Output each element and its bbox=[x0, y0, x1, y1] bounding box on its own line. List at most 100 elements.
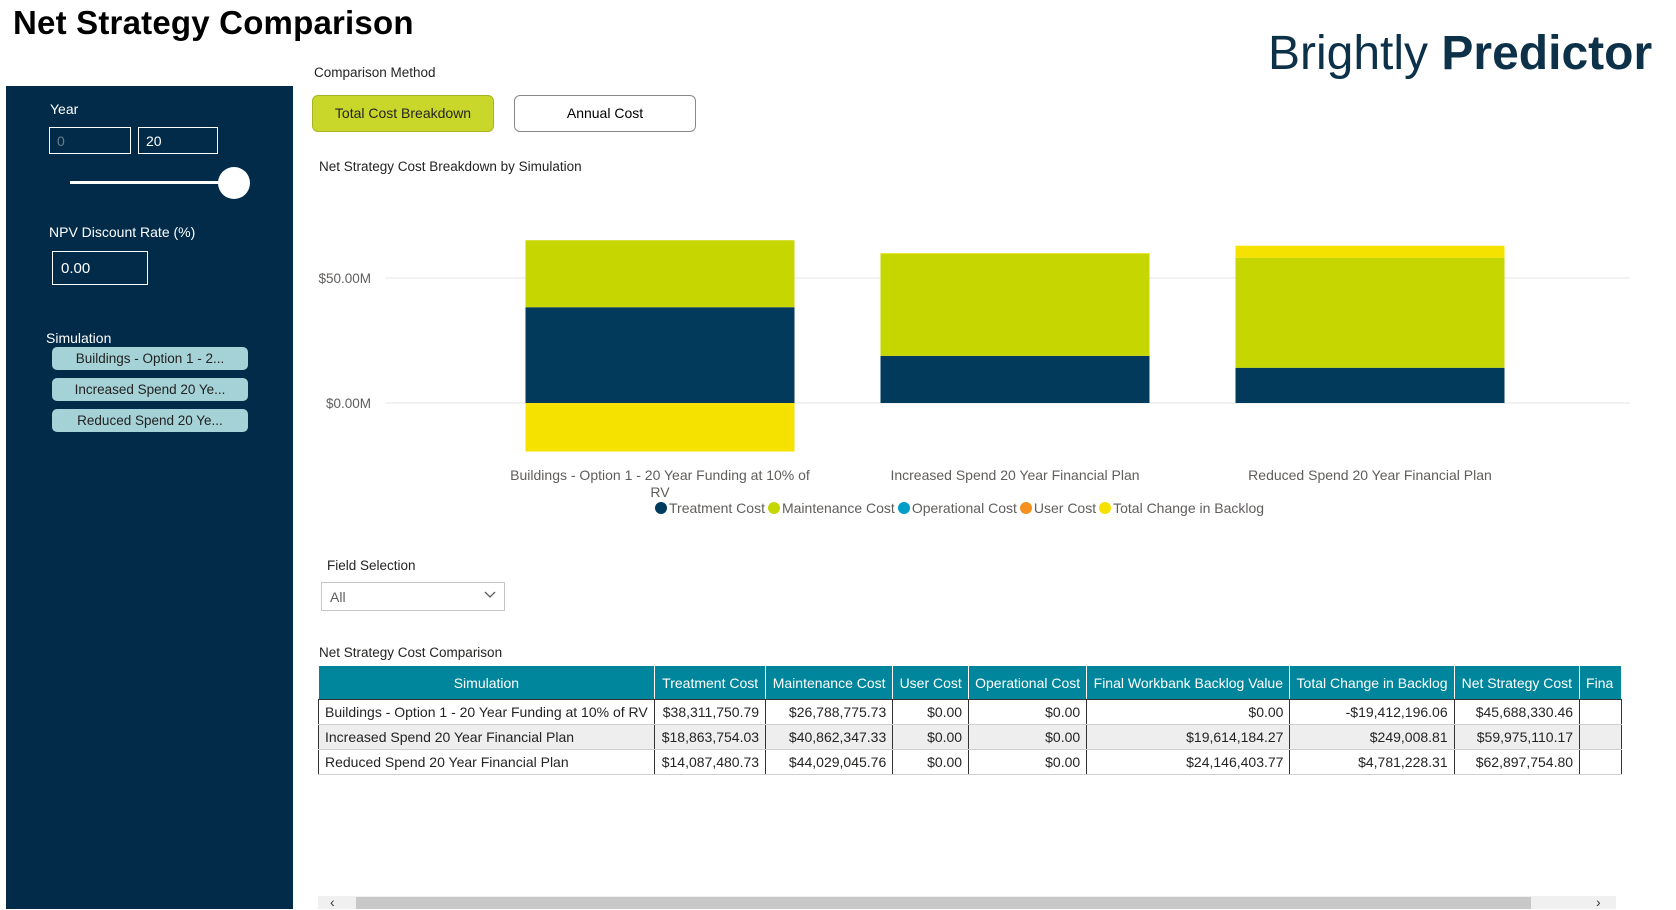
npv-label: NPV Discount Rate (%) bbox=[49, 224, 196, 240]
x-tick-label: Reduced Spend 20 Year Financial Plan bbox=[1248, 467, 1492, 483]
year-min-input[interactable]: 0 bbox=[49, 127, 131, 154]
table-cell: $0.00 bbox=[892, 699, 970, 725]
bar-segment bbox=[1235, 245, 1505, 258]
bar-segment bbox=[880, 253, 1150, 254]
legend-label: Treatment Cost bbox=[669, 500, 765, 516]
table-cell: $62,897,754.80 bbox=[1454, 749, 1581, 775]
npv-discount-input[interactable]: 0.00 bbox=[52, 251, 148, 285]
table-header-cell[interactable]: User Cost bbox=[892, 666, 970, 700]
table-cell: -$19,412,196.06 bbox=[1289, 699, 1455, 725]
year-slider-thumb[interactable] bbox=[218, 167, 250, 199]
legend-item[interactable]: Treatment Cost bbox=[655, 500, 765, 516]
brand-part1: Brightly bbox=[1268, 27, 1429, 80]
table-cell: $0.00 bbox=[968, 749, 1088, 775]
table-header-cell[interactable]: Fina bbox=[1579, 666, 1622, 700]
table-cell: $45,688,330.46 bbox=[1454, 699, 1581, 725]
bar-segment bbox=[1235, 257, 1505, 368]
legend-item[interactable]: Operational Cost bbox=[897, 500, 1017, 516]
brand-part2: Predictor bbox=[1441, 27, 1653, 80]
legend-item[interactable]: User Cost bbox=[1019, 500, 1097, 516]
chart-title: Net Strategy Cost Breakdown by Simulatio… bbox=[319, 159, 582, 174]
table-cell: $4,781,228.31 bbox=[1289, 749, 1455, 775]
year-slider-track[interactable] bbox=[70, 181, 228, 184]
year-label: Year bbox=[50, 101, 79, 117]
cost-comparison-table: Simulation Treatment Cost Maintenance Cost… bbox=[318, 666, 1622, 776]
table-cell bbox=[1579, 699, 1622, 725]
bar-segment bbox=[525, 307, 795, 403]
filter-sidebar: Year 0 20 NPV Discount Rate (%) 0.00 Sim… bbox=[6, 86, 293, 909]
table-cell: $38,311,750.79 bbox=[654, 699, 767, 725]
table-row[interactable]: Reduced Spend 20 Year Financial Plan $14,… bbox=[318, 749, 1622, 775]
table-header-cell[interactable]: Treatment Cost bbox=[654, 666, 767, 700]
chart-legend: Treatment Cost Maintenance Cost Operationa… bbox=[655, 500, 1267, 516]
bar-segment bbox=[525, 240, 795, 308]
legend-dot bbox=[897, 502, 910, 514]
table-cell: $0.00 bbox=[968, 724, 1088, 750]
brand-logo: Brightly Predictor bbox=[1268, 26, 1652, 81]
x-tick-label: Increased Spend 20 Year Financial Plan bbox=[890, 467, 1139, 483]
table-cell: $0.00 bbox=[968, 699, 1088, 725]
table-cell: $26,788,775.73 bbox=[765, 699, 894, 725]
simulation-chip[interactable]: Reduced Spend 20 Ye... bbox=[52, 409, 248, 432]
table-cell: $19,614,184.27 bbox=[1086, 724, 1291, 750]
simulation-label: Simulation bbox=[46, 330, 112, 346]
y-tick-label: $0.00M bbox=[326, 396, 371, 411]
bar-segment bbox=[880, 253, 1150, 356]
bar-segment bbox=[880, 355, 1150, 403]
table-header-cell[interactable]: Maintenance Cost bbox=[765, 666, 894, 700]
annual-cost-button[interactable]: Annual Cost bbox=[514, 95, 696, 132]
comparison-method-label: Comparison Method bbox=[314, 65, 436, 80]
legend-item[interactable]: Maintenance Cost bbox=[767, 500, 895, 516]
legend-dot bbox=[767, 502, 780, 514]
table-cell: Buildings - Option 1 - 20 Year Funding a… bbox=[318, 699, 656, 725]
horizontal-scrollbar[interactable]: ‹ › bbox=[318, 894, 1616, 910]
table-cell bbox=[1579, 724, 1622, 750]
legend-label: User Cost bbox=[1033, 500, 1097, 516]
table-cell: $0.00 bbox=[1086, 699, 1291, 725]
table-cell: $18,863,754.03 bbox=[654, 724, 767, 750]
table-cell: $249,008.81 bbox=[1289, 724, 1455, 750]
bar-segment bbox=[525, 403, 795, 452]
y-tick-label: $50.00M bbox=[318, 271, 371, 286]
total-cost-breakdown-button[interactable]: Total Cost Breakdown bbox=[312, 95, 494, 132]
table-cell: Increased Spend 20 Year Financial Plan bbox=[318, 724, 656, 750]
table-title: Net Strategy Cost Comparison bbox=[319, 645, 503, 660]
table-header-cell[interactable]: Final Workbank Backlog Value bbox=[1086, 666, 1291, 700]
table-header-cell[interactable]: Net Strategy Cost bbox=[1454, 666, 1581, 700]
field-selection-dropdown[interactable]: All bbox=[321, 582, 505, 611]
legend-label: Maintenance Cost bbox=[781, 500, 895, 516]
table-cell: $14,087,480.73 bbox=[654, 749, 767, 775]
scrollbar-thumb[interactable] bbox=[356, 897, 1531, 909]
table-row[interactable]: Increased Spend 20 Year Financial Plan $1… bbox=[318, 724, 1622, 750]
legend-dot bbox=[1099, 502, 1112, 514]
cost-breakdown-chart: $0.00M $50.00M Buildings - Option 1 - 20 Y… bbox=[318, 240, 1630, 498]
table-header-cell[interactable]: Simulation bbox=[318, 666, 656, 700]
table-cell bbox=[1579, 749, 1622, 775]
simulation-chip[interactable]: Increased Spend 20 Ye... bbox=[52, 378, 248, 401]
table-row[interactable]: Buildings - Option 1 - 20 Year Funding a… bbox=[318, 699, 1622, 725]
x-tick-label: Buildings - Option 1 - 20 Year Funding a… bbox=[510, 467, 810, 483]
legend-dot bbox=[1019, 502, 1032, 514]
table-header-cell[interactable]: Operational Cost bbox=[968, 666, 1088, 700]
table-cell: Reduced Spend 20 Year Financial Plan bbox=[318, 749, 656, 775]
x-tick-label: RV bbox=[650, 484, 670, 498]
table-cell: $24,146,403.77 bbox=[1086, 749, 1291, 775]
table-cell: $40,862,347.33 bbox=[765, 724, 894, 750]
field-selection-value: All bbox=[330, 589, 346, 605]
chevron-down-icon bbox=[484, 591, 496, 598]
legend-item[interactable]: Total Change in Backlog bbox=[1099, 500, 1264, 516]
year-max-input[interactable]: 20 bbox=[138, 127, 218, 154]
legend-label: Total Change in Backlog bbox=[1113, 500, 1265, 516]
simulation-chip[interactable]: Buildings - Option 1 - 2... bbox=[52, 347, 248, 370]
bar-segment bbox=[1235, 367, 1505, 403]
table-cell: $44,029,045.76 bbox=[765, 749, 894, 775]
table-cell: $0.00 bbox=[892, 749, 970, 775]
page-title: Net Strategy Comparison bbox=[13, 4, 414, 41]
table-cell: $0.00 bbox=[892, 724, 970, 750]
scroll-left-icon[interactable]: ‹ bbox=[330, 894, 335, 910]
scroll-right-icon[interactable]: › bbox=[1596, 894, 1601, 910]
field-selection-label: Field Selection bbox=[327, 558, 416, 573]
legend-dot bbox=[655, 502, 667, 514]
table-cell: $59,975,110.17 bbox=[1454, 724, 1581, 750]
table-header-cell[interactable]: Total Change in Backlog bbox=[1289, 666, 1455, 700]
